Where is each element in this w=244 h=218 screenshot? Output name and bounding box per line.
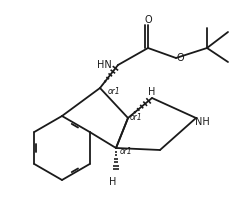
Text: H: H bbox=[109, 177, 117, 187]
Text: H: H bbox=[148, 87, 156, 97]
Text: HN: HN bbox=[97, 60, 112, 70]
Text: or1: or1 bbox=[108, 87, 121, 97]
Text: NH: NH bbox=[195, 117, 210, 127]
Text: O: O bbox=[144, 15, 152, 25]
Text: or1: or1 bbox=[130, 114, 143, 123]
Text: or1: or1 bbox=[120, 148, 133, 157]
Text: O: O bbox=[176, 53, 184, 63]
